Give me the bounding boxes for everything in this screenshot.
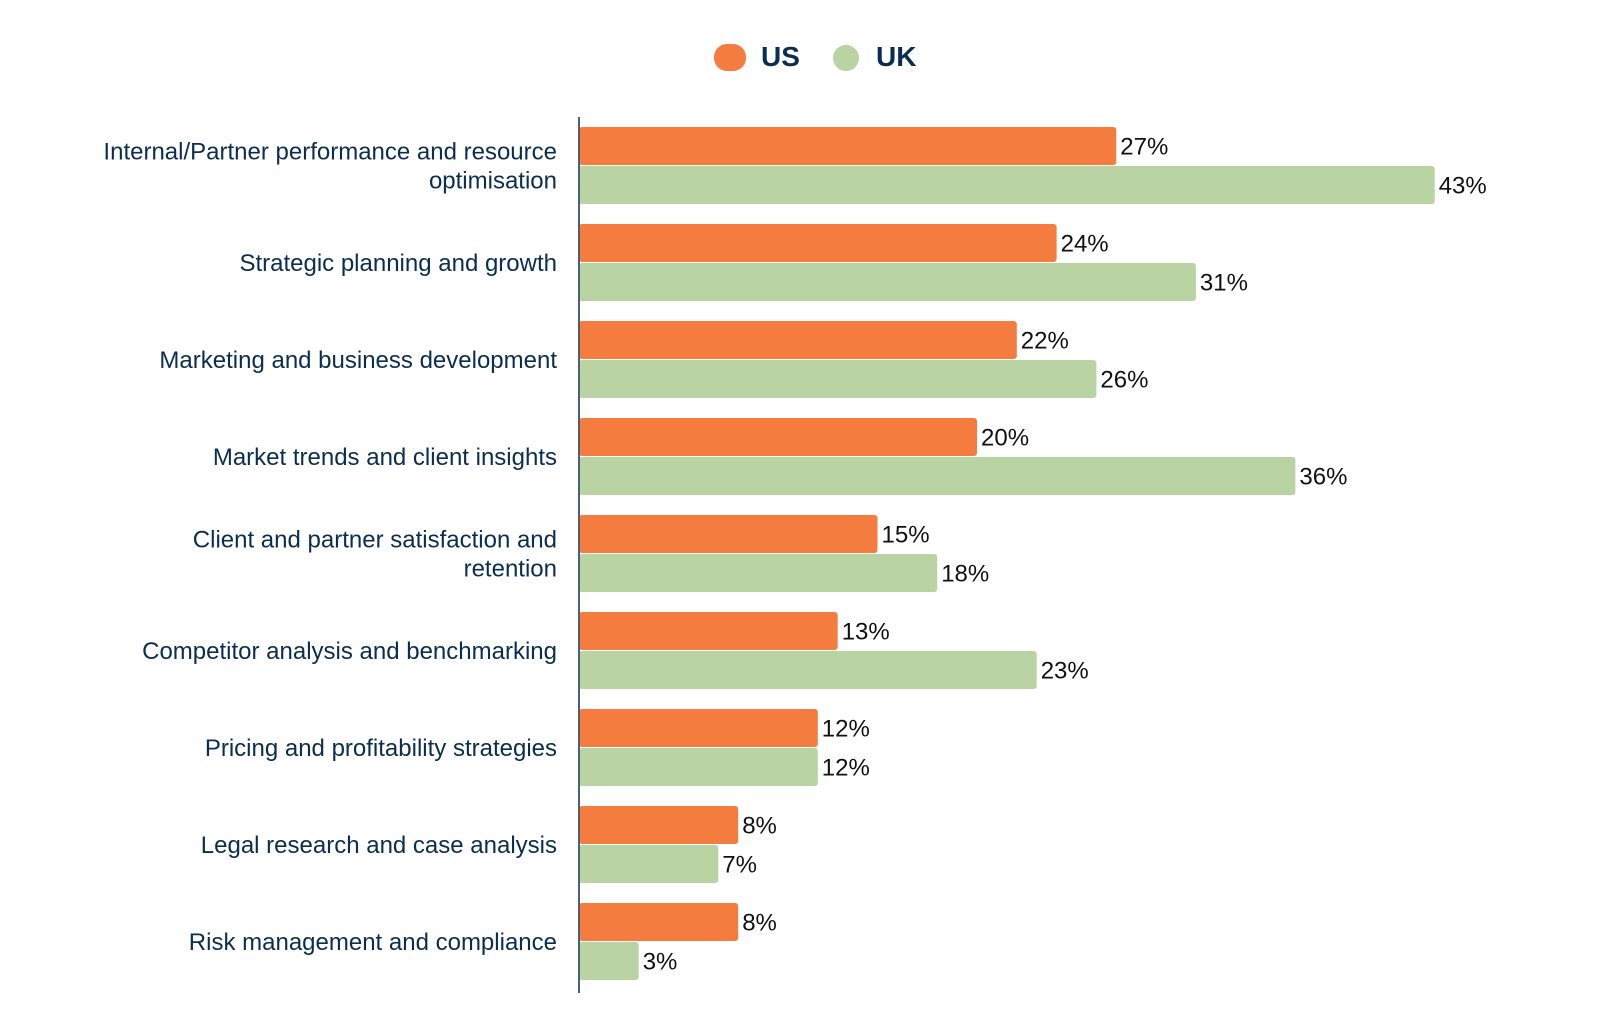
- bar-uk-pricing-and-profitability-strategies: [579, 748, 818, 786]
- value-label-us-risk-management-and-compliance: 8%: [742, 910, 777, 937]
- value-label-uk-marketing-and-business-development: 26%: [1100, 367, 1148, 394]
- bar-us-marketing-and-business-development: [579, 321, 1017, 359]
- value-label-uk-pricing-and-profitability-strategies: 12%: [822, 755, 870, 782]
- category-label-line: Marketing and business development: [159, 347, 557, 374]
- bar-us-internal-partner-performance-and-resource-optimisation: [579, 127, 1117, 165]
- legend-marker-us: [714, 44, 746, 71]
- category-label-line: Legal research and case analysis: [201, 832, 557, 859]
- value-label-us-pricing-and-profitability-strategies: 12%: [822, 716, 870, 743]
- bar-uk-risk-management-and-compliance: [579, 942, 639, 980]
- value-label-us-legal-research-and-case-analysis: 8%: [742, 813, 777, 840]
- category-label-competitor-analysis-and-benchmarking: Competitor analysis and benchmarking: [142, 638, 557, 665]
- category-label-line: Internal/Partner performance and resourc…: [103, 139, 557, 166]
- category-label-market-trends-and-client-insights: Market trends and client insights: [213, 444, 557, 471]
- bar-us-legal-research-and-case-analysis: [579, 806, 739, 844]
- value-label-us-internal-partner-performance-and-resource-optimisation: 27%: [1120, 134, 1168, 161]
- bar-us-strategic-planning-and-growth: [579, 224, 1057, 262]
- bar-uk-market-trends-and-client-insights: [579, 457, 1296, 495]
- category-label-line: Strategic planning and growth: [239, 250, 557, 277]
- category-label-line: retention: [464, 556, 557, 583]
- category-label-marketing-and-business-development: Marketing and business development: [159, 347, 557, 374]
- bar-uk-marketing-and-business-development: [579, 360, 1097, 398]
- value-label-uk-market-trends-and-client-insights: 36%: [1299, 464, 1347, 491]
- value-label-us-marketing-and-business-development: 22%: [1021, 328, 1069, 355]
- bar-uk-legal-research-and-case-analysis: [579, 845, 719, 883]
- bar-us-client-and-partner-satisfaction-and-retention: [579, 515, 878, 553]
- bar-uk-client-and-partner-satisfaction-and-retention: [579, 554, 938, 592]
- category-label-strategic-planning-and-growth: Strategic planning and growth: [239, 250, 557, 277]
- category-label-line: Risk management and compliance: [189, 929, 557, 956]
- bar-uk-internal-partner-performance-and-resource-optimisation: [579, 166, 1435, 204]
- legend-label-us: US: [761, 41, 800, 72]
- category-label-client-and-partner-satisfaction-and-retention: Client and partner satisfaction and reten…: [193, 527, 557, 583]
- value-labels: 27% 43% 24% 31% 22% 26% 20% 36% 15% 18% 13% 23% 12% 1…: [643, 134, 1487, 976]
- category-label-line: Pricing and profitability strategies: [205, 735, 557, 762]
- category-label-risk-management-and-compliance: Risk management and compliance: [189, 929, 557, 956]
- value-label-us-market-trends-and-client-insights: 20%: [981, 425, 1029, 452]
- value-label-uk-competitor-analysis-and-benchmarking: 23%: [1041, 658, 1089, 685]
- category-label-line: Market trends and client insights: [213, 444, 557, 471]
- category-label-line: Client and partner satisfaction and: [193, 527, 557, 554]
- legend-label-uk: UK: [876, 41, 916, 72]
- bar-us-risk-management-and-compliance: [579, 903, 739, 941]
- category-label-line: optimisation: [429, 168, 557, 195]
- legend: US UK: [714, 41, 916, 72]
- legend-marker-uk: [833, 45, 859, 71]
- value-label-uk-strategic-planning-and-growth: 31%: [1200, 270, 1248, 297]
- category-label-line: Competitor analysis and benchmarking: [142, 638, 557, 665]
- bar-us-market-trends-and-client-insights: [579, 418, 977, 456]
- bar-us-pricing-and-profitability-strategies: [579, 709, 818, 747]
- value-label-us-client-and-partner-satisfaction-and-retention: 15%: [882, 522, 930, 549]
- category-label-legal-research-and-case-analysis: Legal research and case analysis: [201, 832, 557, 859]
- bar-uk-strategic-planning-and-growth: [579, 263, 1196, 301]
- value-label-uk-legal-research-and-case-analysis: 7%: [722, 852, 757, 879]
- value-label-uk-internal-partner-performance-and-resource-optimisation: 43%: [1439, 173, 1487, 200]
- category-labels: Internal/Partner performance and resourc…: [103, 139, 557, 957]
- category-label-pricing-and-profitability-strategies: Pricing and profitability strategies: [205, 735, 557, 762]
- bar-us-competitor-analysis-and-benchmarking: [579, 612, 838, 650]
- value-label-uk-client-and-partner-satisfaction-and-retention: 18%: [941, 561, 989, 588]
- category-label-internal-partner-performance-and-resource-optimisation: Internal/Partner performance and resourc…: [103, 139, 557, 195]
- value-label-us-competitor-analysis-and-benchmarking: 13%: [842, 619, 890, 646]
- value-label-uk-risk-management-and-compliance: 3%: [643, 949, 678, 976]
- value-label-us-strategic-planning-and-growth: 24%: [1061, 231, 1109, 258]
- bar-uk-competitor-analysis-and-benchmarking: [579, 651, 1037, 689]
- bars: [579, 127, 1435, 980]
